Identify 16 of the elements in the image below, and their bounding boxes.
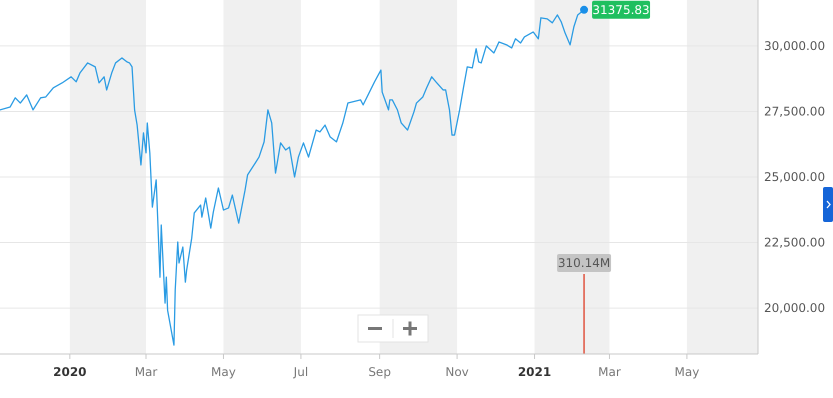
x-tick-label: May <box>674 365 700 379</box>
x-tick-label: May <box>211 365 236 379</box>
x-tick-label: Sep <box>368 365 391 379</box>
x-tick-label: 2021 <box>518 365 552 379</box>
x-tick-label: Mar <box>134 365 158 379</box>
y-tick-label: 22,500.00 <box>764 236 826 250</box>
y-tick-label: 27,500.00 <box>764 104 826 118</box>
data-label: 310.14M <box>558 256 610 270</box>
annotation: 31375.83 <box>592 2 650 17</box>
y-tick-label: 20,000.00 <box>764 301 826 316</box>
x-tick-label: 2020 <box>53 365 87 379</box>
x-tick-label: Mar <box>598 365 621 379</box>
x-tick-label: Nov <box>445 365 469 379</box>
x-tick-label: Jul <box>292 365 308 379</box>
y-tick-label: 25,000.00 <box>764 170 826 184</box>
y-tick-label: 30,000.00 <box>764 38 826 53</box>
